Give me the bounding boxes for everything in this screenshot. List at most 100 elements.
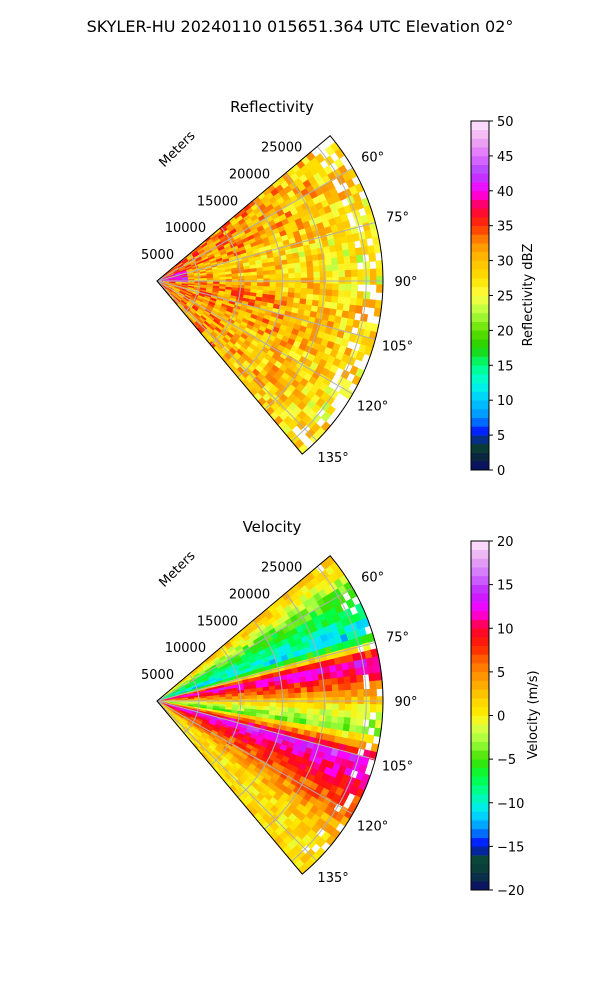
colorbar-swatch: [471, 706, 489, 716]
radar-cell: [294, 287, 302, 294]
radar-cell: [337, 683, 346, 692]
radar-cell: [350, 710, 358, 719]
velocity-colorbar: −20 −15 −10 −5 0 5 10 15 20: [470, 535, 524, 899]
radar-cell: [317, 673, 326, 681]
radar-cell: [350, 262, 358, 271]
radar-cell: [282, 693, 290, 699]
azimuth-tick-label: 90°: [394, 695, 417, 710]
radar-cell: [331, 677, 339, 686]
colorbar-swatch: [471, 286, 489, 296]
radar-cell: [275, 693, 283, 699]
radar-cell: [375, 680, 384, 690]
colorbar-swatch: [471, 671, 489, 681]
colorbar-swatch: [471, 190, 489, 200]
radar-cell: [281, 268, 289, 275]
range-ring: [210, 226, 242, 346]
radar-cell: [357, 703, 365, 713]
azimuth-tick-label: 135°: [317, 871, 348, 886]
colorbar-swatch: [471, 138, 489, 148]
radar-cell: [355, 674, 364, 684]
radar-cell: [319, 685, 327, 693]
colorbar-swatch: [471, 461, 489, 471]
radar-cell: [294, 272, 302, 279]
radar-cell: [294, 267, 302, 274]
radar-cell: [351, 283, 359, 292]
radar-cell: [313, 691, 321, 699]
radar-cell: [331, 684, 340, 692]
radar-cell: [300, 282, 308, 290]
colorbar-tick-label: 30: [497, 255, 514, 270]
colorbar-swatch: [471, 347, 489, 357]
radar-cell: [362, 261, 371, 270]
radar-cell: [300, 266, 308, 274]
radar-cell: [294, 687, 302, 694]
colorbar-swatch: [471, 216, 489, 226]
radar-cell: [337, 716, 345, 725]
colorbar-swatch: [471, 698, 489, 708]
radar-cell: [362, 298, 370, 308]
radar-cell: [324, 678, 333, 686]
range-tick-label: 5000: [141, 668, 174, 683]
radar-cell: [337, 676, 345, 685]
colorbar-swatch: [471, 610, 489, 620]
colorbar-tick-label: 50: [497, 115, 514, 130]
colorbar-swatch: [471, 820, 489, 830]
reflectivity-colorbar-label: Reflectivity dBZ: [521, 244, 536, 347]
colorbar-swatch: [471, 811, 489, 821]
colorbar-swatch: [471, 715, 489, 725]
colorbar-swatch: [471, 356, 489, 366]
velocity-range-labels: 5000 10000 15000 20000 25000: [141, 560, 302, 683]
azimuth-tick-label: 90°: [394, 275, 417, 290]
radar-cell: [312, 685, 321, 693]
radar-cell: [293, 262, 302, 269]
radar-cell: [347, 241, 356, 250]
colorbar-swatch: [471, 785, 489, 795]
radar-cell: [344, 710, 352, 719]
colorbar-tick-label: 20: [497, 324, 514, 339]
colorbar-swatch: [471, 173, 489, 183]
colorbar-swatch: [471, 602, 489, 612]
radar-cell: [275, 689, 283, 695]
radar-cell: [300, 702, 308, 710]
colorbar-swatch: [471, 243, 489, 253]
radar-cell: [337, 256, 345, 265]
radar-cell: [262, 270, 271, 276]
radar-cell: [269, 282, 277, 288]
reflectivity-colorbar: 0 5 10 15 20 25 30 35 40 45 50: [470, 115, 514, 479]
radar-cell: [331, 295, 339, 304]
colorbar-swatch: [471, 863, 489, 873]
radar-cell: [338, 290, 346, 298]
radar-cell: [306, 708, 315, 716]
radar-cell: [312, 259, 320, 268]
azimuth-spoke: [156, 700, 318, 862]
radar-cell: [350, 290, 358, 299]
radar-cell: [312, 265, 321, 273]
colorbar-swatch: [471, 680, 489, 690]
colorbar-swatch: [471, 575, 489, 585]
radar-cell: [349, 675, 358, 684]
radar-cell: [344, 283, 352, 292]
azimuth-tick-label: 60°: [361, 151, 384, 166]
radar-cell: [350, 269, 359, 278]
colorbar-swatch: [471, 846, 489, 856]
radar-cell: [293, 682, 302, 689]
radar-cell: [338, 710, 346, 718]
radar-cell: [355, 254, 364, 264]
radar-cell: [312, 294, 320, 302]
velocity-field: [156, 555, 384, 875]
radar-cell: [256, 274, 265, 280]
colorbar-swatch: [471, 400, 489, 410]
radar-cell: [344, 682, 352, 691]
radar-cell: [376, 284, 384, 293]
colorbar-swatch: [471, 129, 489, 139]
radar-cell: [369, 704, 378, 713]
radar-cell: [368, 252, 377, 262]
radar-cell: [313, 703, 321, 710]
range-ring: [264, 593, 325, 830]
colorbar-tick-label: 40: [497, 185, 514, 200]
colorbar-swatch: [471, 339, 489, 349]
azimuth-spoke: [156, 587, 353, 702]
radar-cell: [325, 709, 333, 717]
radar-cell: [262, 690, 271, 696]
radar-cell: [274, 684, 283, 691]
